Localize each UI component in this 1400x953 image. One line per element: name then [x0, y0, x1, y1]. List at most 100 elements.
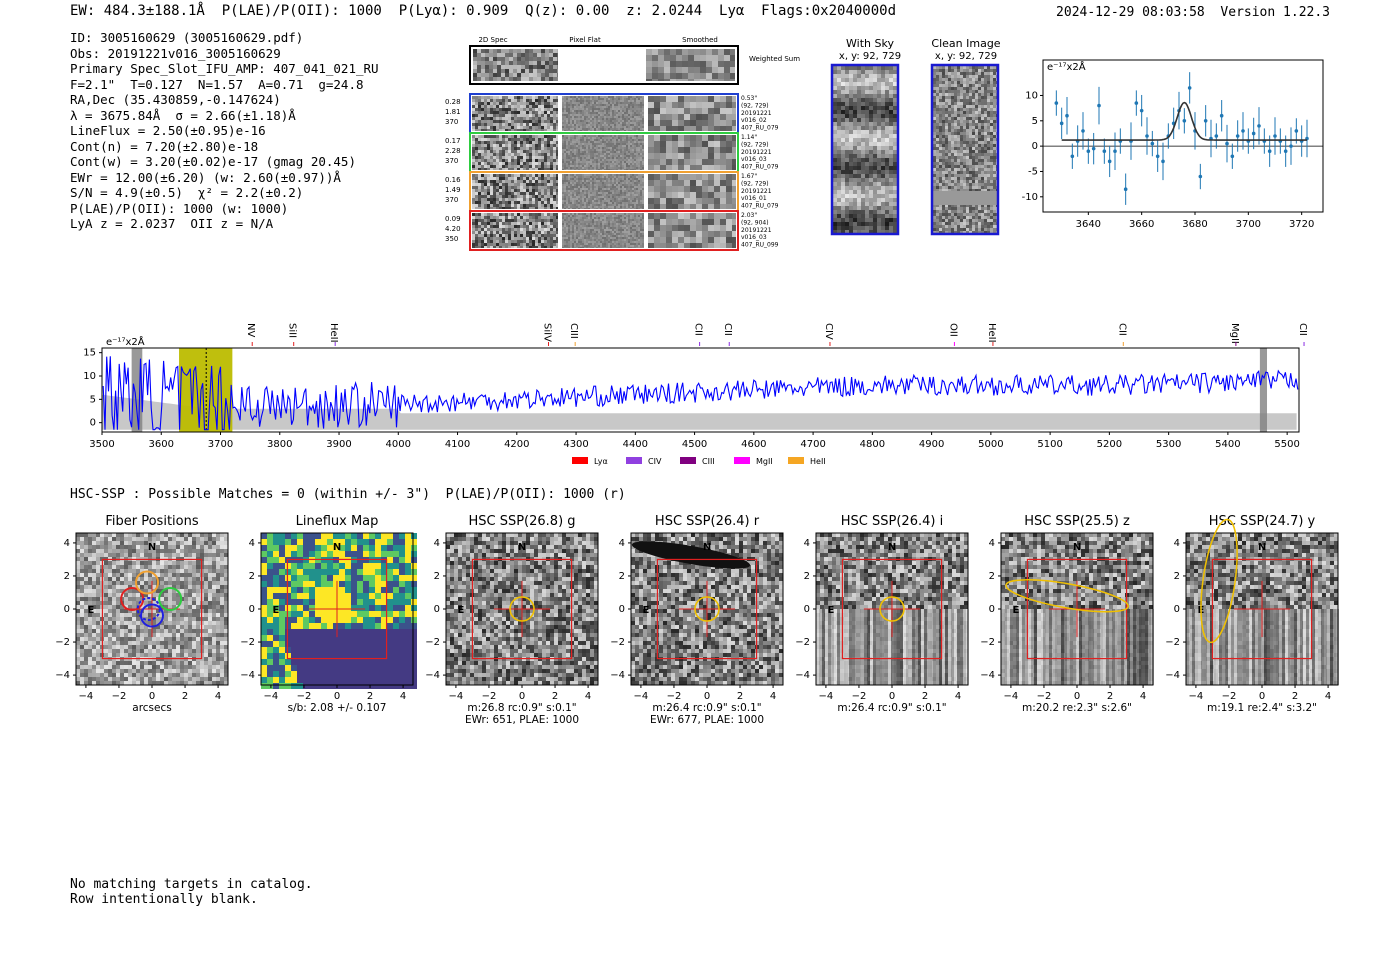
- stamp-ytick-label: −4: [1165, 670, 1180, 681]
- cutout-right-value: 0.53": [741, 95, 757, 102]
- error-band: [102, 394, 1297, 430]
- cutout-right-value: 407_RU_099: [741, 242, 779, 249]
- flux-series: [102, 356, 1299, 431]
- info-line: EWr = 12.00(±6.20) (w: 2.60(±0.97))Å: [70, 169, 341, 185]
- full-xtick-label: 4900: [919, 439, 944, 450]
- zoom-data-point: [1145, 134, 1149, 138]
- full-xtick-label: 4400: [623, 439, 648, 450]
- zoom-data-point: [1198, 174, 1203, 179]
- source-ellipse: [1005, 579, 1129, 613]
- legend-swatch: [788, 457, 804, 464]
- full-xtick-label: 5500: [1274, 439, 1299, 450]
- full-ytick-label: 0: [90, 418, 96, 429]
- stamp-caption: s/b: 2.08 +/- 0.107: [288, 702, 387, 714]
- cutout-right-value: v016_01: [741, 195, 767, 202]
- stamp-xtick-label: 2: [1107, 691, 1113, 702]
- full-xtick-label: 4700: [800, 439, 825, 450]
- emission-line-label: SiII: [287, 323, 298, 338]
- stamp-title: HSC SSP(26.8) g: [468, 514, 575, 529]
- zoom-data-point: [1155, 154, 1160, 159]
- stamp-xtick-label: 4: [585, 691, 591, 702]
- full-xtick-label: 3500: [89, 439, 114, 450]
- info-line: λ = 3675.84Å σ = 2.66(±1.18)Å: [70, 107, 296, 123]
- weighted-sum-2d: [473, 49, 558, 81]
- stamp-xtick-label: 2: [1292, 691, 1298, 702]
- info-line: LineFlux = 2.50(±0.95)e-16: [70, 123, 266, 138]
- stamp-ytick-label: 4: [434, 538, 440, 549]
- cutout-right-value: v016_02: [741, 117, 767, 124]
- cutout-smoothed: [648, 135, 736, 170]
- stamp-xtick-label: 4: [955, 691, 961, 702]
- zoom-data-point: [1070, 154, 1075, 159]
- cutout-right-value: 20191221: [741, 149, 772, 156]
- cutout-2d-spec: [472, 174, 558, 209]
- cutout-left-value: 350: [445, 235, 458, 243]
- footer-notes: No matching targets in catalog. Row inte…: [70, 877, 313, 907]
- full-xtick-label: 4200: [504, 439, 529, 450]
- east-label: E: [87, 605, 94, 616]
- cutout-right-value: v016_03: [741, 234, 767, 241]
- zoom-xtick-label: 3700: [1236, 219, 1261, 230]
- imaging-stamp: HSC SSP(26.8) g N E 4 2 0 −2 −4 −4 −2 0 2 4 m:26.8 rc…: [425, 514, 599, 726]
- stamp-xtick-label: −4: [449, 691, 464, 702]
- stamp-ytick-label: −4: [795, 670, 810, 681]
- zoom-data-point: [1107, 159, 1112, 164]
- zoom-data-point: [1081, 129, 1085, 133]
- zoom-ytick-label: 0: [1032, 141, 1038, 152]
- stamp-caption: m:19.1 re:2.4" s:3.2": [1207, 702, 1317, 714]
- emission-line-label: CII: [722, 323, 733, 336]
- stamp-ytick-label: 2: [619, 571, 625, 582]
- east-label: E: [827, 605, 834, 616]
- legend-label: MgII: [756, 457, 773, 466]
- zoom-data-point: [1102, 149, 1107, 153]
- header-summary: EW: 484.3±188.1Å P(LAE)/P(OII): 1000 P(L…: [70, 3, 897, 19]
- aperture-box: [286, 558, 388, 660]
- zoom-data-point: [1257, 124, 1261, 128]
- full-xtick-label: 4600: [741, 439, 766, 450]
- full-ytick-label: 5: [90, 394, 96, 405]
- stamp-ytick-label: 2: [249, 571, 255, 582]
- cutout-left-value: 0.17: [445, 137, 461, 145]
- zoom-data-point: [1150, 141, 1155, 146]
- north-label: N: [333, 542, 341, 553]
- cutout-2d-spec: [472, 213, 558, 248]
- zoom-spectrum-chart: e⁻¹⁷x2Å -10 -5 0 5 10 3640 3660 3680 3700 3720: [1022, 59, 1324, 230]
- fiber-circle: [158, 587, 183, 611]
- emission-line-label: CII: [1116, 323, 1127, 336]
- zoom-data-point: [1139, 108, 1144, 113]
- stamp-title: HSC SSP(25.5) z: [1024, 514, 1130, 529]
- cutout-right-value: 407_RU_079: [741, 203, 779, 210]
- info-line: Cont(n) = 7.20(±2.80)e-18: [70, 138, 259, 154]
- full-xtick-label: 4000: [386, 439, 411, 450]
- stamp-xtick-label: 4: [1325, 691, 1331, 702]
- full-xtick-label: 5000: [978, 439, 1003, 450]
- stamp-ytick-label: 2: [1174, 571, 1180, 582]
- east-label: E: [642, 605, 649, 616]
- stamp-ytick-label: −2: [795, 637, 810, 648]
- stamp-xtick-label: −2: [667, 691, 682, 702]
- stamp-xtick-label: −4: [79, 691, 94, 702]
- zoom-data-point: [1283, 149, 1288, 153]
- cutout-right-value: 20191221: [741, 188, 772, 195]
- imaging-stamp: HSC SSP(26.4) r N E 4 2 0 −2 −4 −4 −2 0 2 4 m:26.4 rc…: [610, 514, 784, 726]
- shaded-region: [1259, 348, 1268, 432]
- stamp-xtick-label: −2: [482, 691, 497, 702]
- stamp-xtick-label: 0: [149, 691, 155, 702]
- zoom-data-point: [1091, 146, 1096, 151]
- zoom-data-point: [1187, 86, 1192, 90]
- stamp-ytick-label: 0: [619, 604, 625, 615]
- stamp-ytick-label: 2: [64, 571, 70, 582]
- stamp-ytick-label: −2: [980, 637, 995, 648]
- stamp-ytick-label: 4: [989, 538, 995, 549]
- aperture-box: [656, 558, 758, 660]
- emission-line-label: OII: [947, 323, 958, 337]
- with-sky-frame: [830, 63, 900, 236]
- stamp-ytick-label: 0: [1174, 604, 1180, 615]
- bright-source: [631, 541, 751, 569]
- stamp-ytick-label: 4: [804, 538, 810, 549]
- zoom-xtick-label: 3720: [1289, 219, 1314, 230]
- zoom-data-point: [1294, 129, 1299, 133]
- imaging-stamp: HSC SSP(26.4) i N E 4 2 0 −2 −4 −4 −2 0 2 4 m:26.4 rc…: [795, 514, 969, 714]
- stamp-caption-2: EWr: 677, PLAE: 1000: [650, 714, 764, 726]
- zoom-data-point: [1289, 144, 1293, 148]
